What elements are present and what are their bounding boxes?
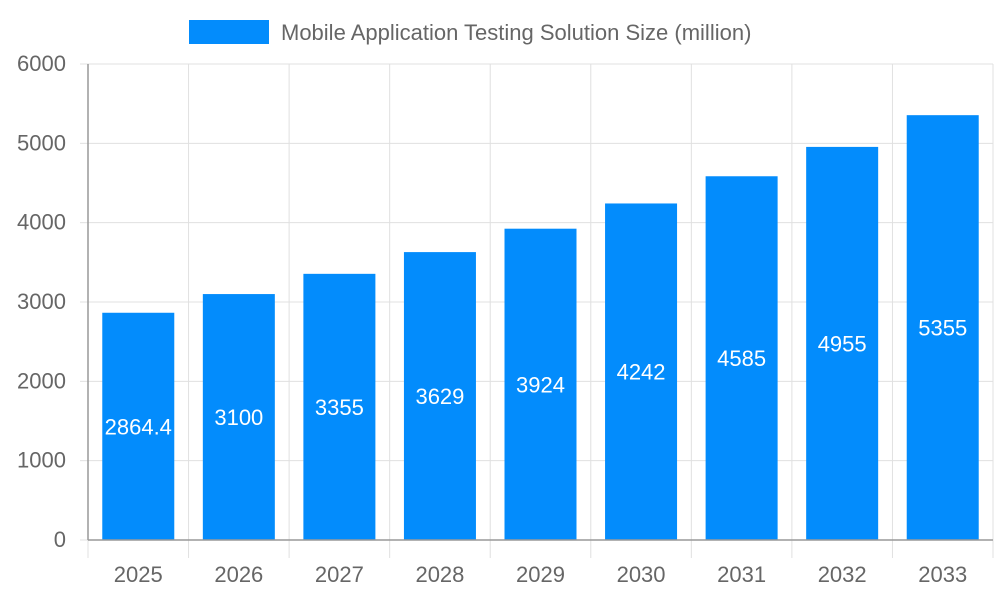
bar-value-label: 3100 <box>214 405 263 430</box>
bar-value-label: 4955 <box>818 331 867 356</box>
x-tick-label: 2032 <box>818 562 867 587</box>
bar-2029 <box>504 228 577 541</box>
x-tick-label: 2030 <box>617 562 666 587</box>
y-tick-label: 5000 <box>17 130 66 155</box>
x-tick-label: 2033 <box>918 562 967 587</box>
bar-2026 <box>202 294 275 540</box>
grid <box>87 63 994 541</box>
y-tick-label: 2000 <box>17 368 66 393</box>
bar-2030 <box>605 203 678 540</box>
y-tick-label: 4000 <box>17 210 66 235</box>
x-tick-label: 2029 <box>516 562 565 587</box>
x-tick-label: 2026 <box>214 562 263 587</box>
bar-2033 <box>906 115 979 541</box>
y-tick-label: 1000 <box>17 448 66 473</box>
bar-2025 <box>102 312 175 540</box>
bar-2028 <box>403 252 476 540</box>
bar-value-label: 5355 <box>918 316 967 341</box>
bar-value-label: 3629 <box>415 384 464 409</box>
legend-label: Mobile Application Testing Solution Size… <box>281 20 751 45</box>
bar-2027 <box>303 273 376 540</box>
x-tick-label: 2025 <box>114 562 163 587</box>
bars: 2864.4 3100 3355 3629 3924 4242 4585 4955 5355 <box>102 115 979 541</box>
x-tick-label: 2031 <box>717 562 766 587</box>
bar-value-label: 2864.4 <box>105 414 172 439</box>
bar-value-label: 3924 <box>516 372 565 397</box>
bar-value-label: 3355 <box>315 395 364 420</box>
y-tick-label: 3000 <box>17 289 66 314</box>
y-tick-label: 6000 <box>17 51 66 76</box>
legend-swatch <box>189 20 269 44</box>
bar-value-label: 4585 <box>717 346 766 371</box>
bar-2032 <box>806 146 879 541</box>
bar-2031 <box>705 176 778 541</box>
y-tick-label: 0 <box>54 527 66 552</box>
legend[interactable]: Mobile Application Testing Solution Size… <box>189 20 751 45</box>
x-tick-label: 2028 <box>415 562 464 587</box>
x-tick-label: 2027 <box>315 562 364 587</box>
bar-value-label: 4242 <box>617 360 666 385</box>
axes: 0 1000 2000 3000 4000 5000 6000 2025 2026 2027 202… <box>17 51 994 587</box>
